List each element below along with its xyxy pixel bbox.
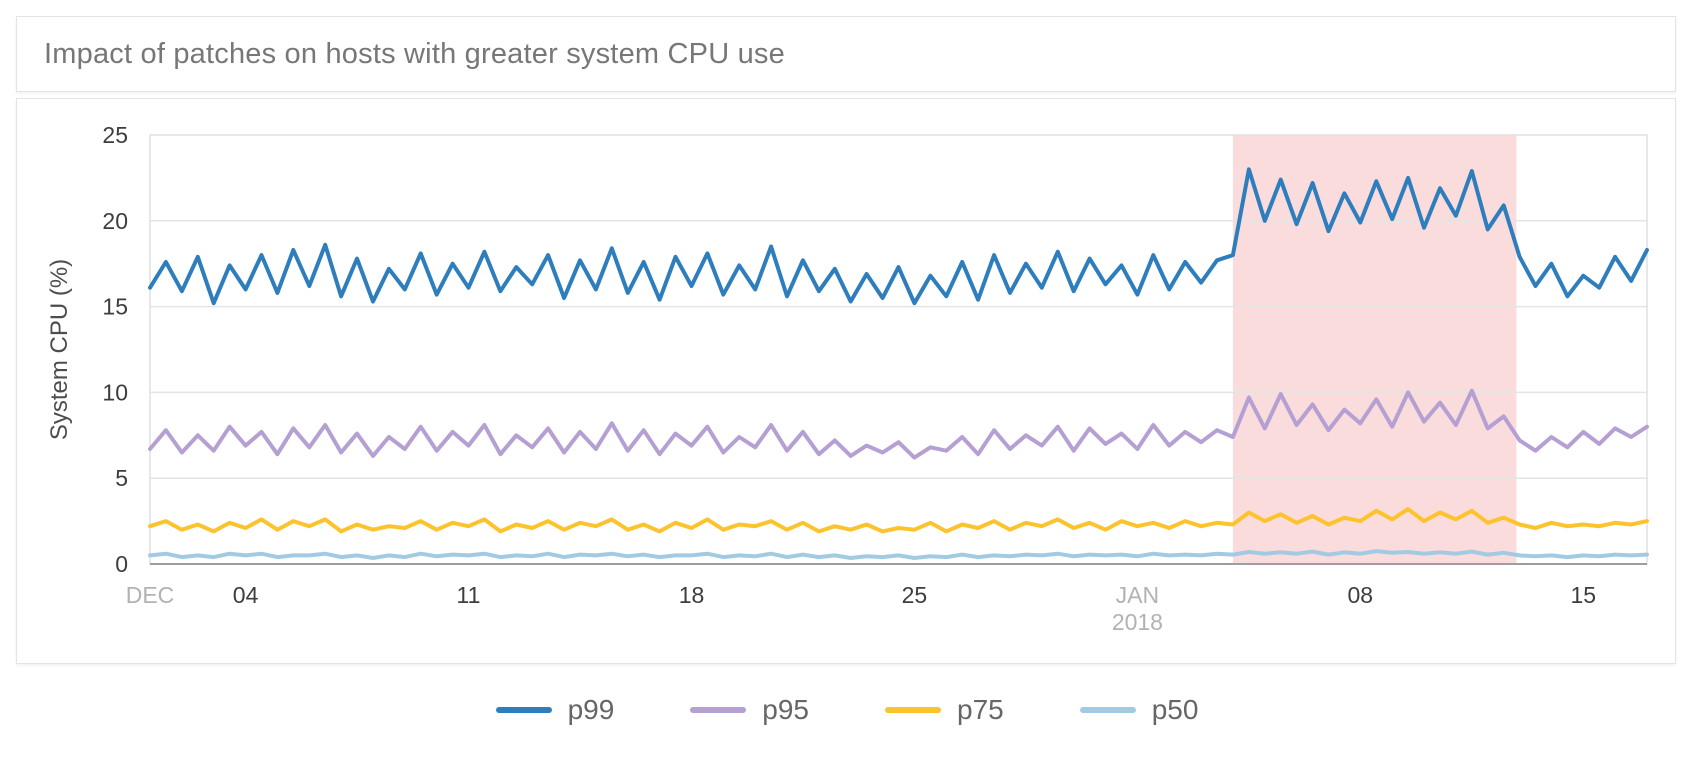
x-tick-sublabel: 2018: [1112, 609, 1163, 635]
legend-label: p50: [1151, 694, 1199, 725]
x-tick-label: 08: [1348, 582, 1374, 608]
y-tick-label: 0: [115, 551, 128, 577]
legend-swatch-p99: [495, 707, 552, 713]
y-tick-label: 10: [102, 379, 128, 405]
x-tick-label: DEC: [126, 582, 175, 608]
legend-item-p99[interactable]: p99: [495, 694, 615, 726]
legend-item-p95[interactable]: p95: [690, 694, 809, 726]
y-tick-label: 5: [115, 465, 128, 491]
series-line-p50[interactable]: [148, 549, 1649, 560]
legend-swatch-p75: [885, 707, 941, 713]
legend-item-p75[interactable]: p75: [885, 694, 1004, 726]
series-line-p99[interactable]: [148, 167, 1649, 306]
x-tick-label: 18: [679, 582, 705, 608]
x-tick-label: 15: [1571, 582, 1597, 608]
series-line-p95[interactable]: [148, 388, 1649, 460]
chart-title-panel: Impact of patches on hosts with greater …: [16, 16, 1676, 92]
page-title: Impact of patches on hosts with greater …: [44, 37, 785, 70]
x-tick-label: JAN: [1116, 582, 1159, 608]
legend-label: p99: [567, 694, 615, 725]
legend-label: p95: [762, 694, 809, 725]
y-tick-label: 15: [102, 294, 128, 320]
legend-item-p50[interactable]: p50: [1079, 694, 1199, 726]
y-tick-label: 20: [102, 208, 128, 234]
legend-label: p75: [957, 694, 1004, 725]
x-tick-label: 11: [457, 582, 481, 608]
legend-swatch-p50: [1079, 707, 1136, 713]
chart-panel: 0 5 10 15 20 25 DEC 04 11 18 25 JAN 2018 08 15 System C…: [16, 98, 1676, 664]
chart-legend: p99 p95 p75 p50: [0, 694, 1694, 726]
legend-swatch-p95: [690, 707, 747, 713]
y-axis-title: System CPU (%): [46, 259, 73, 440]
x-tick-label: 25: [902, 582, 928, 608]
patch-period-highlight: [1232, 135, 1517, 564]
x-tick-label: 04: [233, 582, 259, 608]
y-tick-label: 25: [102, 122, 128, 148]
series-line-p75[interactable]: [148, 507, 1649, 534]
